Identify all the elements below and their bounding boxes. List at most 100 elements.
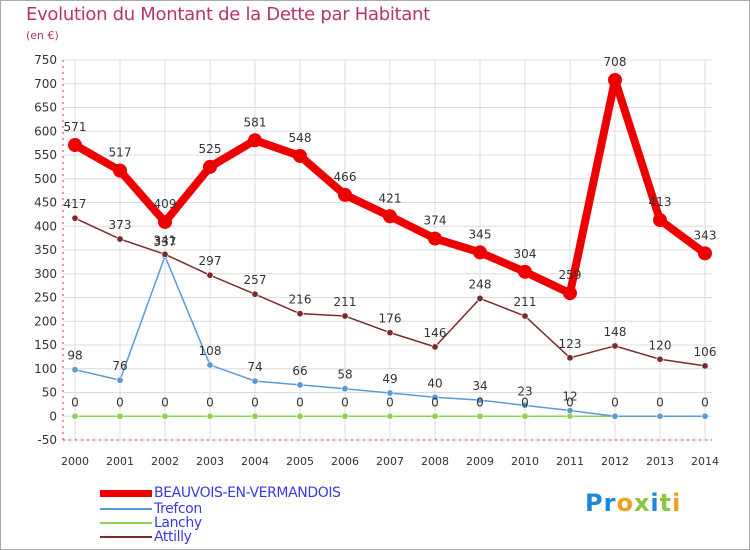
y-tick-label: 300: [34, 267, 57, 281]
data-label-attilly: 123: [559, 337, 582, 351]
data-label-beauvois-en-vermandois: 259: [559, 268, 582, 282]
legend-item-trefcon: Trefcon: [100, 501, 202, 517]
data-point-beauvois-en-vermandois: [698, 246, 712, 261]
legend-label: Lanchy: [154, 515, 202, 531]
data-point-trefcon: [476, 396, 484, 404]
data-point-trefcon: [251, 377, 259, 385]
data-point-attilly: [476, 294, 484, 302]
data-label-trefcon: 58: [337, 368, 352, 382]
data-point-attilly: [701, 362, 709, 370]
x-tick-label: 2000: [61, 455, 89, 468]
legend-item-beauvois-en-vermandois: BEAUVOIS-EN-VERMANDOIS: [100, 485, 341, 501]
data-point-beauvois-en-vermandois: [203, 159, 217, 174]
y-tick-label: 350: [34, 243, 57, 257]
x-tick-label: 2009: [466, 455, 494, 468]
data-point-attilly: [161, 250, 169, 258]
data-point-beauvois-en-vermandois: [158, 214, 172, 229]
data-label-attilly: 341: [154, 233, 177, 247]
data-point-lanchy: [71, 412, 79, 420]
x-tick-label: 2014: [691, 455, 719, 468]
x-tick-label: 2012: [601, 455, 629, 468]
data-point-attilly: [611, 342, 619, 350]
data-point-attilly: [431, 343, 439, 351]
data-point-beauvois-en-vermandois: [383, 209, 397, 224]
data-point-lanchy: [521, 412, 529, 420]
data-point-attilly: [656, 355, 664, 363]
data-label-lanchy: 0: [161, 395, 169, 409]
data-label-attilly: 248: [469, 277, 492, 291]
data-point-beauvois-en-vermandois: [293, 148, 307, 163]
x-tick-label: 2001: [106, 455, 134, 468]
data-label-lanchy: 0: [521, 395, 529, 409]
x-tick-label: 2004: [241, 455, 269, 468]
y-tick-label: 650: [34, 101, 57, 115]
data-label-trefcon: 0: [611, 395, 619, 409]
data-point-lanchy: [251, 412, 259, 420]
x-tick-label: 2005: [286, 455, 314, 468]
data-point-beauvois-en-vermandois: [428, 231, 442, 246]
data-label-beauvois-en-vermandois: 548: [289, 131, 312, 145]
y-tick-label: 600: [34, 124, 57, 138]
y-tick-label: 400: [34, 219, 57, 233]
data-point-lanchy: [476, 412, 484, 420]
data-label-attilly: 148: [604, 325, 627, 339]
data-label-beauvois-en-vermandois: 413: [649, 195, 672, 209]
data-label-lanchy: 0: [386, 395, 394, 409]
y-tick-label: 550: [34, 148, 57, 162]
data-point-trefcon: [71, 366, 79, 374]
data-label-attilly: 297: [199, 254, 222, 268]
data-point-attilly: [116, 235, 124, 243]
data-label-lanchy: 0: [341, 395, 349, 409]
data-label-lanchy: 0: [251, 395, 259, 409]
data-label-attilly: 120: [649, 338, 672, 352]
data-label-beauvois-en-vermandois: 517: [109, 146, 132, 160]
x-tick-label: 2010: [511, 455, 539, 468]
data-point-attilly: [71, 214, 79, 222]
y-tick-label: 0: [49, 409, 57, 423]
legend-swatch: [100, 489, 152, 497]
data-label-trefcon: 108: [199, 344, 222, 358]
data-label-beauvois-en-vermandois: 571: [64, 120, 87, 134]
data-label-beauvois-en-vermandois: 345: [469, 227, 492, 241]
data-point-beauvois-en-vermandois: [608, 72, 622, 87]
data-point-attilly: [566, 354, 574, 362]
data-point-attilly: [251, 290, 259, 298]
data-label-beauvois-en-vermandois: 708: [604, 55, 627, 69]
data-label-lanchy: 0: [476, 395, 484, 409]
data-label-lanchy: 0: [431, 395, 439, 409]
data-point-trefcon: [611, 412, 619, 420]
data-point-trefcon: [341, 385, 349, 393]
data-label-beauvois-en-vermandois: 525: [199, 142, 222, 156]
data-label-attilly: 211: [514, 295, 537, 309]
x-tick-label: 2011: [556, 455, 584, 468]
data-point-lanchy: [206, 412, 214, 420]
data-label-attilly: 176: [379, 312, 402, 326]
data-point-trefcon: [431, 393, 439, 401]
y-tick-label: 50: [42, 386, 57, 400]
data-point-attilly: [296, 310, 304, 318]
data-point-attilly: [341, 312, 349, 320]
data-point-trefcon: [206, 361, 214, 369]
data-label-attilly: 373: [109, 218, 132, 232]
data-point-lanchy: [161, 412, 169, 420]
data-point-beauvois-en-vermandois: [653, 213, 667, 228]
data-label-beauvois-en-vermandois: 374: [424, 214, 447, 228]
data-label-trefcon: 40: [427, 376, 442, 390]
data-label-attilly: 106: [694, 345, 717, 359]
data-label-beauvois-en-vermandois: 466: [334, 170, 357, 184]
x-tick-label: 2003: [196, 455, 224, 468]
data-label-trefcon: 12: [562, 390, 577, 404]
data-label-trefcon: 337: [154, 235, 177, 249]
data-label-trefcon: 98: [67, 349, 82, 363]
x-tick-label: 2002: [151, 455, 179, 468]
data-point-trefcon: [656, 412, 664, 420]
y-tick-label: 200: [34, 314, 57, 328]
x-tick-label: 2008: [421, 455, 449, 468]
y-tick-label: 150: [34, 338, 57, 352]
data-point-trefcon: [521, 401, 529, 409]
legend-item-attilly: Attilly: [100, 529, 192, 545]
chart-unit: (en €): [26, 29, 59, 42]
data-point-attilly: [386, 329, 394, 337]
y-tick-label: 750: [34, 53, 57, 67]
